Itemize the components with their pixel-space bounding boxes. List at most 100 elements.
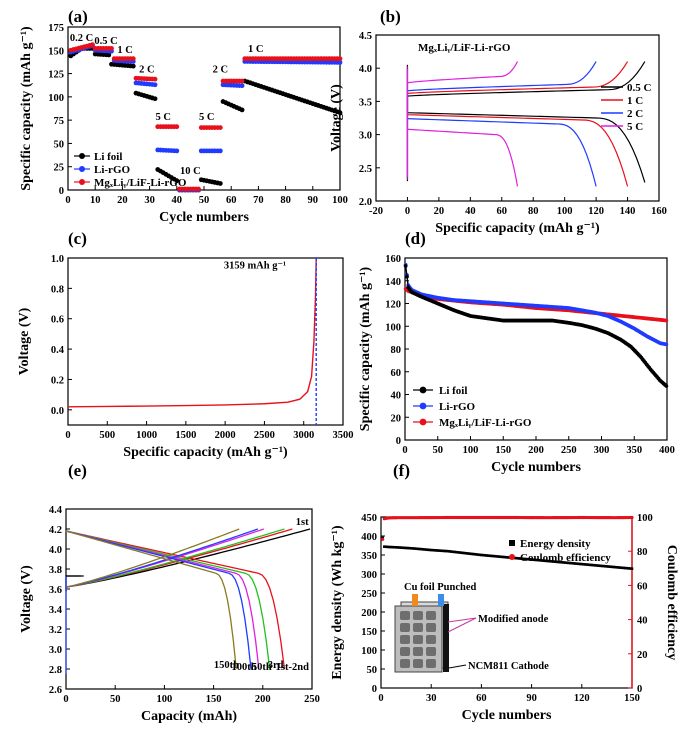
e-curve-label: 100th <box>232 662 257 673</box>
f-energy-point <box>588 563 592 567</box>
f-energy-point <box>480 553 483 557</box>
panel-1-xtick-label: 140 <box>620 206 636 217</box>
panel-0-ytick-label: 50 <box>54 139 65 150</box>
a-data-point <box>337 56 343 62</box>
panel-1-ytick-label: 3.5 <box>359 97 372 108</box>
a-rate-label: 1 C <box>248 44 263 55</box>
f-energy-point <box>630 567 634 570</box>
panel-3-xtick-label: 400 <box>659 445 675 456</box>
e-charge-curve <box>65 528 259 592</box>
f-energy-point <box>393 545 396 549</box>
e-charge-curve <box>65 528 285 592</box>
d-legend-marker <box>419 402 427 410</box>
f-energy-point <box>476 553 480 556</box>
a-rate-label: 2 C <box>139 65 154 76</box>
f-energy-point <box>598 564 602 568</box>
panel-5-ytick-label: 50 <box>367 665 378 676</box>
panel-4-ylabel: Voltage (V) <box>19 565 34 633</box>
a-data-point <box>217 148 223 154</box>
panel-2-xtick-label: 1500 <box>175 430 196 441</box>
panel-1-xtick-label: 160 <box>651 206 667 217</box>
f-inset-pointer <box>448 664 467 669</box>
panel-3-ytick-label: 80 <box>391 345 402 356</box>
f-right-tick-label: 60 <box>637 581 648 592</box>
panel-3-xtick-label: 300 <box>594 445 610 456</box>
a-legend-label: Li foil <box>94 151 122 163</box>
f-energy-point <box>446 549 450 553</box>
f-energy-point <box>617 566 620 569</box>
f-energy-point <box>418 547 421 551</box>
f-energy-point <box>538 559 542 562</box>
panel-0-xtick-label: 30 <box>144 195 155 206</box>
b-charge-curve <box>406 61 629 180</box>
panel-0-ytick-label: 25 <box>54 163 65 174</box>
f-energy-point <box>552 560 555 563</box>
panel-0-xtick-label: 90 <box>308 195 319 206</box>
f-energy-point <box>618 566 622 569</box>
f-energy-point <box>624 566 627 570</box>
panel-3-ytick-label: 40 <box>391 391 402 402</box>
panel-1-xtick-label: 120 <box>588 206 604 217</box>
panel-1-xtick-label: 40 <box>465 206 476 217</box>
panel-3-xtick-label: 50 <box>433 445 444 456</box>
a-data-point <box>152 76 158 82</box>
f-energy-point <box>523 557 527 561</box>
f-energy-point <box>610 565 614 569</box>
panel-4-ytick-label: 4.4 <box>49 505 63 516</box>
f-energy-point <box>518 557 522 560</box>
cell-punch-hole <box>413 623 423 632</box>
f-energy-point <box>593 564 597 567</box>
cell-punch-hole <box>413 647 423 656</box>
f-right-tick-label: 0 <box>637 684 642 695</box>
b-discharge-curve <box>406 68 519 187</box>
f-energy-point <box>520 557 523 560</box>
panel-1-ytick-label: 2.5 <box>359 164 372 175</box>
panel-0-xtick-label: 50 <box>199 195 210 206</box>
panel-3-xtick-label: 150 <box>495 445 511 456</box>
b-charge-curve <box>406 61 597 179</box>
e-curve-label: 1st-2nd <box>276 662 309 673</box>
panel-4-letter: (e) <box>68 461 87 480</box>
f-energy-point <box>473 552 477 556</box>
f-energy-point <box>404 546 408 550</box>
f-energy-point <box>585 563 589 566</box>
f-energy-point <box>602 564 605 568</box>
f-energy-point <box>451 550 455 554</box>
a-legend-marker <box>79 153 85 159</box>
panel-4-ytick-label: 3.6 <box>49 585 62 596</box>
b-discharge-curve <box>406 64 646 183</box>
panel-0-xtick-label: 10 <box>90 195 101 206</box>
panel-4-xtick-label: 0 <box>63 694 68 705</box>
d-legend-label: MgₓLiᵧ/LiF-Li-rGO <box>439 417 532 429</box>
f-energy-point <box>575 562 579 565</box>
a-data-point <box>174 178 180 184</box>
f-energy-point <box>481 553 485 557</box>
panel-5-ytick-label: 400 <box>361 532 377 543</box>
f-energy-point <box>399 546 403 549</box>
panel-1-ytick-label: 3.0 <box>359 131 372 142</box>
f-energy-point <box>543 559 547 563</box>
f-energy-point <box>439 549 443 553</box>
f-legend-marker <box>509 554 515 560</box>
f-energy-point <box>547 559 550 563</box>
cu-tab <box>412 594 418 606</box>
f-energy-point <box>525 557 528 561</box>
f-energy-point <box>384 545 388 549</box>
f-energy-point <box>449 550 453 553</box>
f-energy-point <box>433 548 436 552</box>
panel-1-letter: (b) <box>380 7 401 26</box>
panel-5-ytick-label: 300 <box>361 570 377 581</box>
panel-4-ytick-label: 3.0 <box>49 645 62 656</box>
a-data-point <box>217 181 223 186</box>
b-legend-label: 2 C <box>627 108 643 120</box>
panel-0-xtick-label: 100 <box>332 195 348 206</box>
cell-punch-hole <box>426 623 436 632</box>
panel-0-ytick-label: 150 <box>48 46 64 57</box>
panel-2-xtick-label: 1000 <box>136 430 157 441</box>
b-charge-curve <box>406 61 519 178</box>
f-energy-point <box>535 558 538 562</box>
f-energy-point <box>578 562 582 566</box>
panel-0-ytick-label: 0 <box>59 186 64 197</box>
f-energy-point <box>567 561 570 565</box>
panel-2-xtick-label: 2500 <box>254 430 275 441</box>
